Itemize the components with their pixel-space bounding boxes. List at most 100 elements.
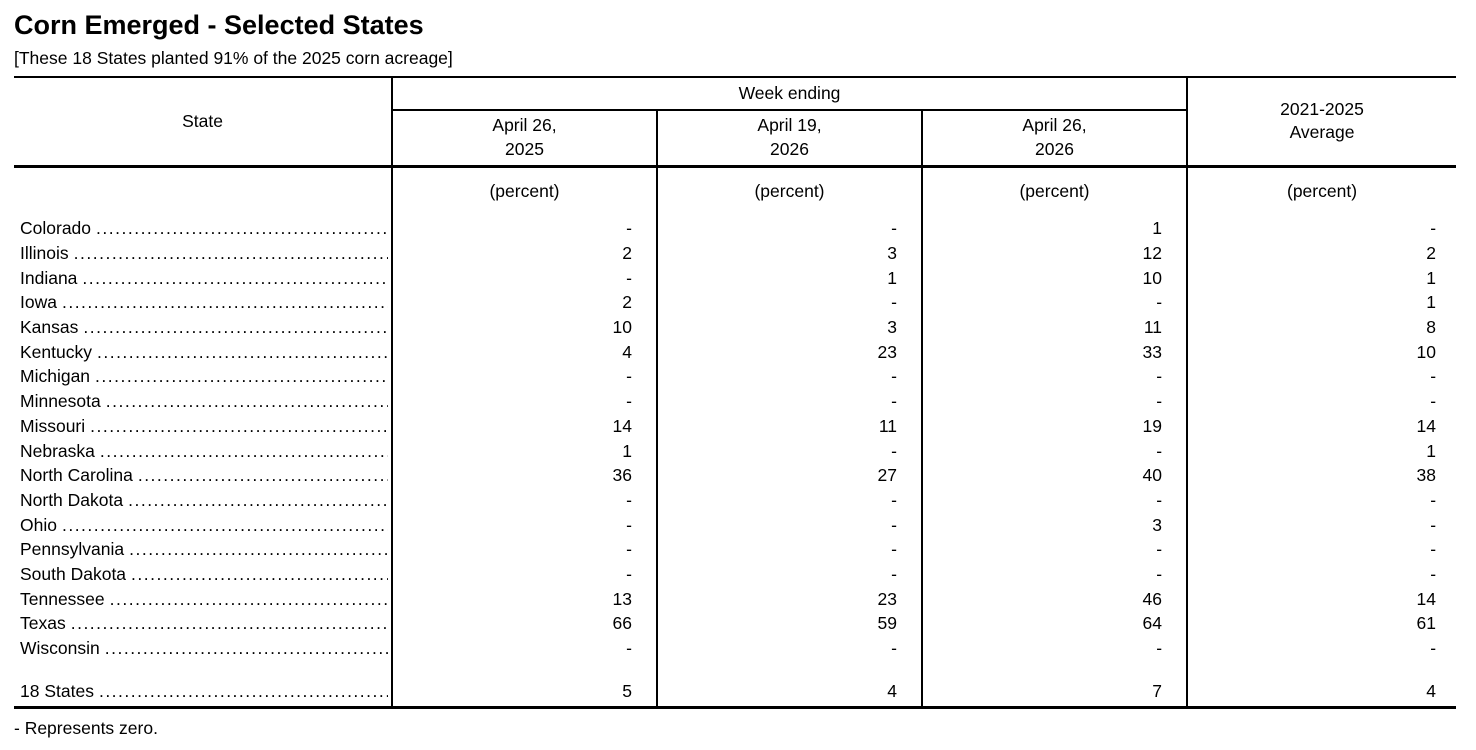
state-name-cell: Nebraska................................… xyxy=(14,438,393,464)
value-cell: - xyxy=(392,636,658,661)
table-row: North Carolina..........................… xyxy=(14,463,1456,489)
value-cell: 61 xyxy=(1416,613,1437,634)
column-header-week-ending: Week ending xyxy=(392,77,1189,111)
column-header-date-2: April 19, 2026 xyxy=(657,110,923,168)
state-name-cell: Pennsylvania............................… xyxy=(14,537,393,563)
state-name-cell: Kentucky................................… xyxy=(14,339,393,365)
value-cell: 14 xyxy=(392,414,658,439)
table-row: Kentucky................................… xyxy=(14,339,1456,365)
value-cell: - xyxy=(657,562,923,587)
state-name: Illinois xyxy=(20,243,69,264)
value-cell: 5 xyxy=(392,675,658,708)
value-cell: - xyxy=(392,265,658,291)
value-cell: 38 xyxy=(1416,465,1437,486)
state-name: Michigan xyxy=(20,366,91,387)
value-cell: 1 xyxy=(657,265,923,291)
value-cell: - xyxy=(657,389,923,414)
state-name: Missouri xyxy=(20,415,86,436)
state-name-cell: Ohio....................................… xyxy=(14,512,393,538)
value-cell: 33 xyxy=(922,339,1189,365)
unit-label: (percent) xyxy=(922,166,1189,217)
state-name: North Dakota xyxy=(20,489,124,510)
column-header-state: State xyxy=(14,77,393,168)
state-name: Indiana xyxy=(20,267,78,288)
value-cell: 7 xyxy=(922,675,1189,708)
value-cell: 14 xyxy=(1416,588,1437,609)
value-cell: 8 xyxy=(1426,317,1437,338)
value-cell: - xyxy=(657,537,923,563)
value-cell: 1 xyxy=(392,438,658,464)
value-cell: 2 xyxy=(392,290,658,316)
value-cell: 12 xyxy=(922,241,1189,266)
value-cell: 11 xyxy=(922,315,1189,340)
state-name: Colorado xyxy=(20,218,92,239)
value-cell: - xyxy=(657,290,923,316)
value-cell: 10 xyxy=(922,265,1189,291)
value-cell: - xyxy=(392,537,658,563)
value-cell: 1 xyxy=(1426,267,1437,288)
value-cell: - xyxy=(922,537,1189,563)
value-cell: 1 xyxy=(1426,292,1437,313)
value-cell: - xyxy=(392,389,658,414)
value-cell: - xyxy=(922,562,1189,587)
value-cell: - xyxy=(1430,489,1437,510)
state-name: South Dakota xyxy=(20,563,127,584)
state-name-cell: Michigan................................… xyxy=(14,364,393,390)
unit-label: (percent) xyxy=(657,166,923,217)
value-cell: 1 xyxy=(1426,440,1437,461)
table-row: Pennsylvania............................… xyxy=(14,537,1456,563)
value-cell: - xyxy=(392,512,658,538)
dot-leader: ........................................… xyxy=(98,680,388,701)
page-title: Corn Emerged - Selected States xyxy=(14,10,424,40)
unit-label: (percent) xyxy=(392,166,658,217)
dot-leader: ........................................… xyxy=(96,341,388,362)
dot-leader: ........................................… xyxy=(104,638,388,659)
value-cell: - xyxy=(1430,391,1437,412)
value-cell: - xyxy=(392,364,658,390)
value-cell: - xyxy=(922,438,1189,464)
value-cell: - xyxy=(392,562,658,587)
unit-cell-empty xyxy=(14,166,393,217)
value-cell: 10 xyxy=(1416,341,1437,362)
state-name-cell: Minnesota...............................… xyxy=(14,389,393,414)
state-name: 18 States xyxy=(20,680,94,701)
state-name: Tennessee xyxy=(20,588,105,609)
dot-leader: ........................................… xyxy=(61,514,388,535)
table-row: Kansas..................................… xyxy=(14,315,1456,340)
state-name-cell: North Dakota............................… xyxy=(14,488,393,513)
table-row: Texas...................................… xyxy=(14,611,1456,637)
value-cell: 19 xyxy=(922,414,1189,439)
dot-leader: ........................................… xyxy=(82,267,388,288)
table-row: Missouri................................… xyxy=(14,414,1456,439)
state-name-cell: 18 States...............................… xyxy=(14,675,393,708)
dot-leader: ........................................… xyxy=(96,218,388,239)
value-cell: 10 xyxy=(392,315,658,340)
value-cell: - xyxy=(657,488,923,513)
value-cell: 1 xyxy=(922,216,1189,242)
value-cell: - xyxy=(657,636,923,661)
value-cell: - xyxy=(1430,514,1437,535)
state-name: Minnesota xyxy=(20,391,101,412)
state-name: Kansas xyxy=(20,317,79,338)
value-cell: - xyxy=(922,636,1189,661)
dot-leader: ........................................… xyxy=(137,465,388,486)
value-cell: 23 xyxy=(657,339,923,365)
state-name: North Carolina xyxy=(20,465,133,486)
value-cell: 13 xyxy=(392,586,658,612)
state-name: Nebraska xyxy=(20,440,95,461)
state-name-cell: Wisconsin...............................… xyxy=(14,636,393,661)
value-cell: 46 xyxy=(922,586,1189,612)
table-row: Tennessee...............................… xyxy=(14,586,1456,612)
state-name: Iowa xyxy=(20,292,57,313)
value-cell: 64 xyxy=(922,611,1189,637)
value-cell: - xyxy=(392,216,658,242)
dot-leader: ........................................… xyxy=(90,415,388,436)
table-row: Colorado................................… xyxy=(14,216,1456,242)
value-cell: 4 xyxy=(1426,680,1437,701)
value-cell: 40 xyxy=(922,463,1189,489)
state-name-cell: Texas...................................… xyxy=(14,611,393,637)
state-name: Kentucky xyxy=(20,341,92,362)
dot-leader: ........................................… xyxy=(95,366,388,387)
footnote-represents-zero: - Represents zero. xyxy=(14,718,158,739)
column-header-date-1: April 26, 2025 xyxy=(392,110,658,168)
